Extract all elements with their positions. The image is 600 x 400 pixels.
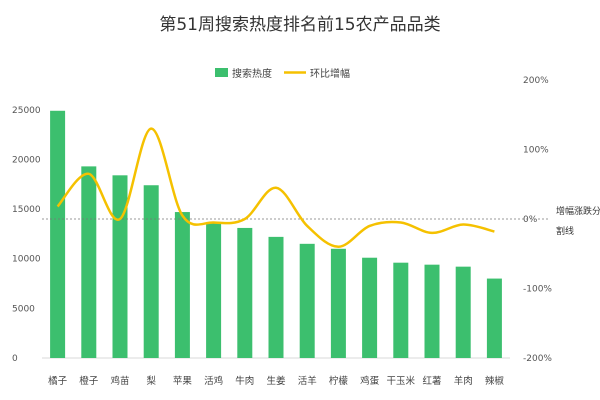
legend-label-line: 环比增幅 — [310, 67, 350, 80]
bar — [362, 257, 378, 358]
x-category-label: 橙子 — [79, 375, 99, 387]
bar — [174, 212, 190, 358]
chart-title: 第51周搜索热度排名前15农产品品类 — [159, 15, 441, 35]
x-category-label: 橘子 — [48, 376, 68, 387]
x-category-label: 活鸡 — [204, 375, 223, 387]
y-left-tick-label: 20000 — [12, 155, 41, 165]
bar — [112, 175, 128, 358]
bar — [330, 248, 346, 358]
bar — [143, 185, 159, 358]
legend-swatch-bar — [215, 68, 228, 77]
bar — [50, 110, 66, 359]
reference-line-label: 割线 — [556, 225, 574, 237]
bar — [455, 266, 471, 358]
y-right-tick-label: -100% — [523, 285, 552, 295]
x-category-label: 梨 — [146, 375, 156, 387]
bar — [81, 166, 97, 358]
bar — [237, 227, 253, 358]
legend-label-bar: 搜索热度 — [232, 67, 272, 80]
bar — [268, 236, 284, 358]
bar — [424, 264, 440, 358]
bar — [486, 278, 502, 358]
x-category-label: 生姜 — [266, 375, 286, 387]
y-left-tick-label: 10000 — [12, 255, 41, 265]
reference-line-label: 增幅涨跌分 — [556, 205, 600, 217]
bar — [393, 262, 409, 358]
y-left-tick-label: 15000 — [12, 205, 41, 215]
x-category-label: 苹果 — [173, 375, 193, 387]
bar — [299, 243, 315, 358]
bar — [206, 221, 222, 358]
y-left-tick-label: 25000 — [12, 106, 41, 116]
y-left-tick-label: 5000 — [12, 304, 35, 314]
x-category-label: 羊肉 — [454, 375, 473, 387]
y-right-tick-label: 0% — [523, 215, 538, 225]
x-category-label: 干玉米 — [387, 375, 416, 387]
x-category-label: 柠檬 — [329, 375, 349, 387]
y-right-tick-label: 100% — [523, 146, 549, 156]
y-left-tick-label: 0 — [12, 354, 18, 364]
x-category-label: 鸡蛋 — [360, 375, 380, 387]
growth-line — [56, 127, 495, 249]
x-category-label: 红薯 — [422, 375, 441, 387]
x-category-label: 鸡苗 — [110, 375, 129, 387]
y-right-tick-label: -200% — [523, 354, 552, 364]
x-category-label: 辣椒 — [485, 375, 505, 387]
x-category-label: 活羊 — [298, 375, 317, 387]
y-right-tick-label: 200% — [523, 76, 549, 86]
x-category-label: 牛肉 — [235, 375, 254, 387]
